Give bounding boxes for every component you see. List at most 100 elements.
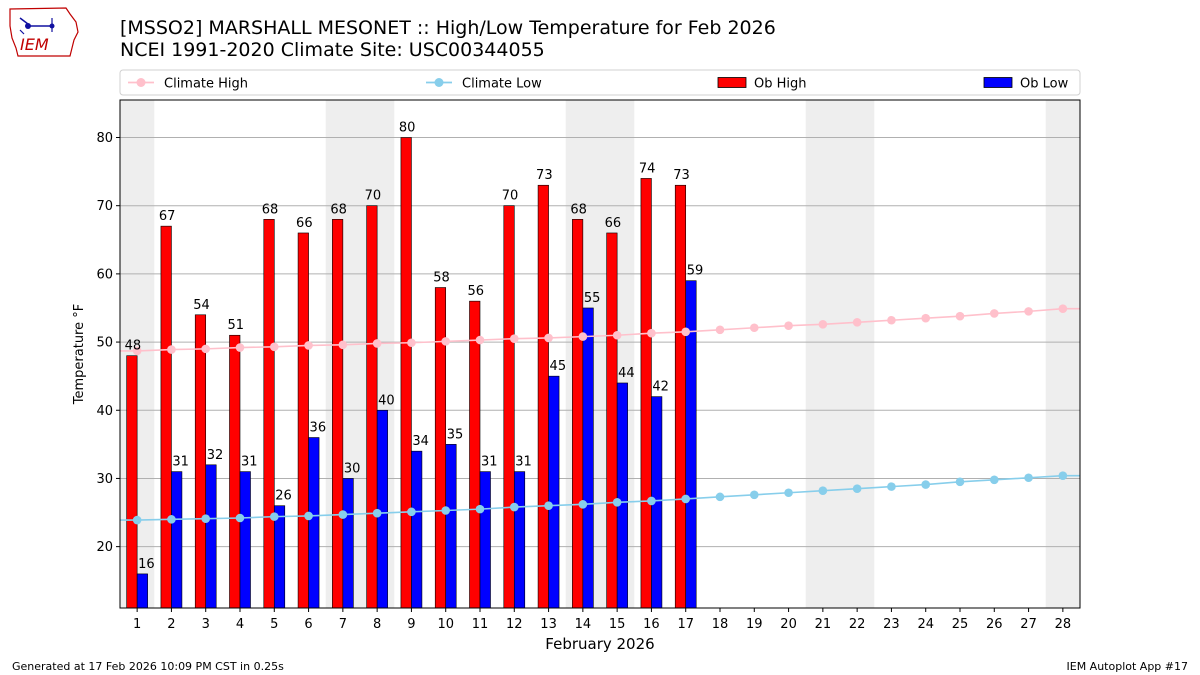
x-tick-label-13: 13 — [540, 617, 557, 632]
climate-high-point-7 — [338, 340, 348, 350]
ob-low-label-10: 35 — [447, 427, 464, 442]
x-tick-label-10: 10 — [437, 617, 454, 632]
climate-low-point-11 — [475, 504, 485, 514]
x-tick-label-15: 15 — [609, 617, 626, 632]
ob-low-label-4: 31 — [241, 455, 258, 470]
climate-low-point-8 — [372, 508, 382, 518]
ob-low-label-15: 44 — [618, 366, 635, 381]
ob-low-bar-8 — [376, 409, 388, 609]
svg-text:IEM: IEM — [20, 35, 49, 54]
ob-high-bar-4 — [229, 334, 241, 609]
climate-low-point-24 — [921, 480, 931, 489]
x-tick-label-22: 22 — [849, 617, 866, 632]
climate-low-line — [120, 474, 1080, 521]
ob-high-label-15: 66 — [605, 216, 622, 231]
ob-high-label-8: 70 — [365, 189, 382, 204]
ob-high-bar-10 — [434, 287, 447, 609]
legend-ob-high-swatch — [717, 77, 747, 88]
ob-low-bar-11 — [479, 471, 491, 609]
ob-low-bar-1 — [136, 573, 148, 609]
climate-low-point-26 — [989, 475, 999, 485]
data-label-layer: 48 67 54 51 68 66 68 70 80 58 56 70 73 68 66 74 73 16 31 32… — [125, 121, 704, 572]
y-tick-label-40: 40 — [96, 404, 113, 419]
ob-high-bar-7 — [332, 219, 344, 609]
legend-ob-low-label: Ob Low — [1020, 77, 1069, 92]
legend-climate-low-label: Climate Low — [462, 77, 542, 92]
ob-high-bar-2 — [160, 225, 172, 609]
ob-high-bar-14 — [572, 219, 584, 609]
climate-low-point-1 — [132, 515, 142, 525]
bar-layer — [126, 137, 697, 609]
generated-timestamp: Generated at 17 Feb 2026 10:09 PM CST in… — [12, 660, 284, 673]
ob-low-label-2: 31 — [172, 455, 189, 470]
climate-low-point-3 — [201, 514, 211, 523]
weekend-shade-day-21 — [805, 100, 840, 608]
legend-climate-low-marker — [434, 78, 444, 87]
x-tick-label-8: 8 — [373, 617, 381, 632]
climate-high-point-4 — [235, 343, 245, 352]
ob-high-label-5: 68 — [262, 202, 279, 217]
legend-box — [119, 69, 1081, 96]
climate-low-point-16 — [647, 496, 656, 506]
x-tick-label-28: 28 — [1055, 617, 1072, 632]
climate-high-point-1 — [132, 346, 142, 356]
x-tick-label-9: 9 — [407, 617, 415, 632]
ob-high-label-13: 73 — [536, 168, 553, 183]
y-tick-label-80: 80 — [96, 131, 113, 146]
climate-high-point-26 — [989, 309, 999, 318]
x-tick-label-12: 12 — [506, 617, 523, 632]
climate-high-point-14 — [578, 332, 588, 341]
x-tick-label-2: 2 — [167, 617, 175, 632]
x-tick-label-16: 16 — [643, 617, 660, 632]
climate-low-point-4 — [235, 513, 245, 523]
ob-high-label-6: 66 — [296, 216, 313, 231]
ob-low-label-6: 36 — [310, 421, 327, 436]
climate-low-point-15 — [612, 498, 622, 507]
ob-low-label-9: 34 — [412, 434, 429, 449]
legend-ob-low-swatch — [983, 77, 1013, 88]
climate-high-point-21 — [818, 320, 828, 329]
ob-low-label-17: 59 — [687, 264, 704, 279]
x-tick-label-21: 21 — [815, 617, 832, 632]
y-tick-label-70: 70 — [96, 199, 113, 214]
climate-high-point-9 — [407, 338, 416, 348]
climate-high-point-2 — [167, 345, 176, 354]
x-axis-label: February 2026 — [545, 635, 654, 653]
chart-subtitle: NCEI 1991-2020 Climate Site: USC00344055 — [120, 39, 545, 61]
ob-low-bar-15 — [616, 382, 628, 609]
climate-high-point-8 — [372, 339, 382, 348]
climate-high-point-10 — [441, 337, 451, 346]
ob-high-bar-8 — [366, 205, 378, 609]
legend: Climate High Climate Low Ob High Ob Low — [119, 69, 1081, 96]
climate-low-point-5 — [269, 512, 279, 521]
climate-low-point-2 — [167, 515, 176, 524]
y-tick-label-60: 60 — [96, 267, 113, 282]
climate-low-point-18 — [715, 492, 725, 502]
legend-climate-high-marker — [136, 78, 146, 87]
ob-high-label-4: 51 — [227, 318, 244, 333]
ob-low-label-3: 32 — [207, 448, 224, 463]
ob-high-label-12: 70 — [502, 189, 519, 204]
climate-low-point-13 — [544, 501, 553, 511]
x-tick-label-18: 18 — [712, 617, 729, 632]
climate-high-point-27 — [1024, 307, 1033, 316]
climate-high-point-22 — [852, 317, 862, 327]
x-tick-label-6: 6 — [304, 617, 312, 632]
ob-high-label-3: 54 — [193, 298, 210, 313]
x-tick-label-7: 7 — [339, 617, 347, 632]
ob-low-bar-3 — [205, 464, 217, 609]
climate-high-point-16 — [647, 328, 656, 338]
legend-ob-high-label: Ob High — [754, 77, 807, 92]
ob-low-label-14: 55 — [584, 291, 601, 306]
climate-high-point-12 — [509, 334, 519, 343]
ob-high-bar-11 — [469, 300, 481, 609]
line-layer — [120, 304, 1080, 525]
climate-low-point-9 — [407, 507, 416, 517]
x-tick-label-20: 20 — [780, 617, 797, 632]
ob-high-bar-16 — [640, 178, 652, 609]
climate-high-point-25 — [955, 311, 965, 321]
ob-high-label-10: 58 — [433, 271, 450, 286]
x-tick-label-1: 1 — [133, 617, 141, 632]
x-tick-label-24: 24 — [917, 617, 934, 632]
